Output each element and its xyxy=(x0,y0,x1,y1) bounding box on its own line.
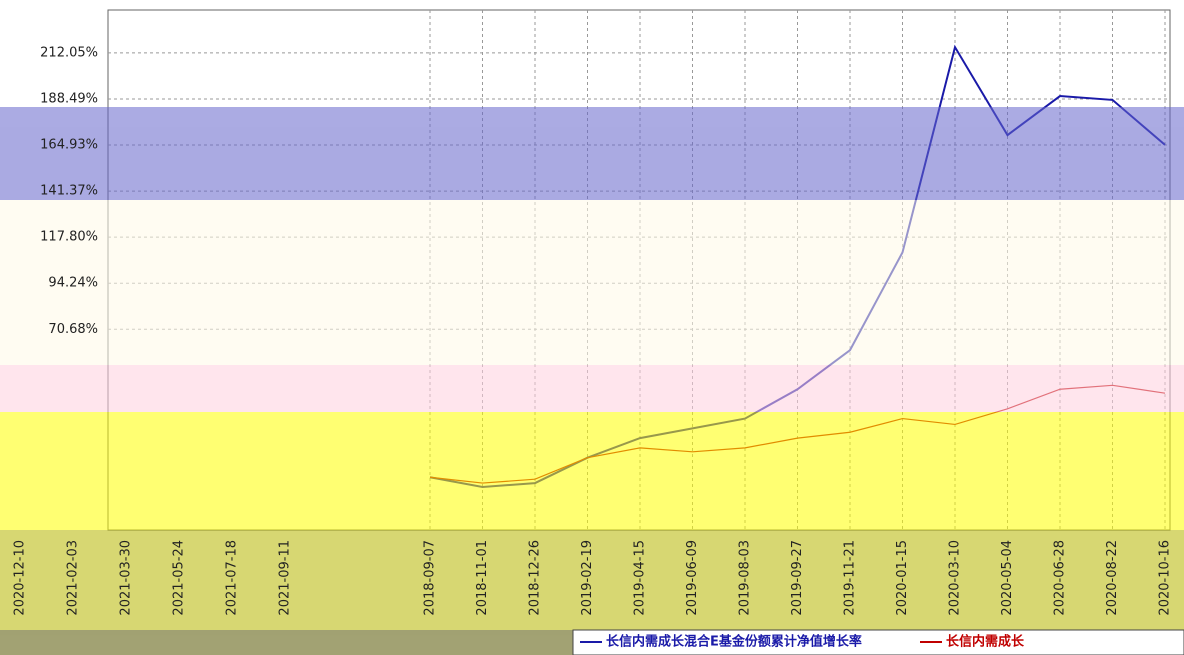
glitch-band xyxy=(0,365,1184,412)
x-tick-label: 2020-08-22 xyxy=(1105,540,1120,616)
x-tick-label: 2020-10-16 xyxy=(1158,540,1173,616)
x-tick-label: 2018-09-07 xyxy=(423,540,438,616)
x-tick-label: 2020-01-15 xyxy=(895,540,910,616)
glitch-band xyxy=(0,107,1184,200)
x-tick-label: 2021-09-11 xyxy=(278,540,293,616)
x-tick-label: 2019-06-09 xyxy=(685,540,700,616)
x-tick-label: 2020-06-28 xyxy=(1053,540,1068,616)
glitch-band xyxy=(0,412,1184,530)
y-tick-label: 141.37% xyxy=(40,184,98,199)
y-tick-label: 117.80% xyxy=(40,230,98,245)
x-tick-label: 2018-11-01 xyxy=(475,540,490,616)
x-tick-label: 2019-02-19 xyxy=(580,540,595,616)
x-tick-label: 2021-03-30 xyxy=(119,540,134,616)
y-tick-label: 94.24% xyxy=(48,276,98,291)
page: {"chart_data": {"type": "line", "categor… xyxy=(0,0,1184,655)
x-tick-label: 2019-04-15 xyxy=(633,540,648,616)
x-tick-label: 2019-11-21 xyxy=(843,540,858,616)
x-tick-label: 2020-05-04 xyxy=(1000,540,1015,616)
x-tick-label: 2021-02-03 xyxy=(66,540,81,616)
x-tick-label: 2018-12-26 xyxy=(528,540,543,616)
x-tick-label: 2019-09-27 xyxy=(790,540,805,616)
y-tick-label: 212.05% xyxy=(40,45,98,60)
x-tick-label: 2020-12-10 xyxy=(13,540,28,616)
chart: 212.05% 188.49% 164.93% 141.37% 117.80% 94.24… xyxy=(0,0,1184,655)
legend-label: 长信内需成长混合E基金份额累计净值增长率 xyxy=(606,634,862,650)
y-tick-label: 164.93% xyxy=(40,138,98,153)
y-tick-label: 70.68% xyxy=(48,322,98,337)
x-tick-label: 2020-03-10 xyxy=(948,540,963,616)
x-tick-label: 2019-08-03 xyxy=(738,540,753,616)
x-tick-label: 2021-05-24 xyxy=(172,540,187,616)
legend-label: 长信内需成长 xyxy=(946,634,1025,650)
legend: 长信内需成长混合E基金份额累计净值增长率 长信内需成长 xyxy=(580,634,1025,650)
y-tick-label: 188.49% xyxy=(40,91,98,106)
glitch-band xyxy=(0,200,1184,365)
x-tick-label: 2021-07-18 xyxy=(225,540,240,616)
